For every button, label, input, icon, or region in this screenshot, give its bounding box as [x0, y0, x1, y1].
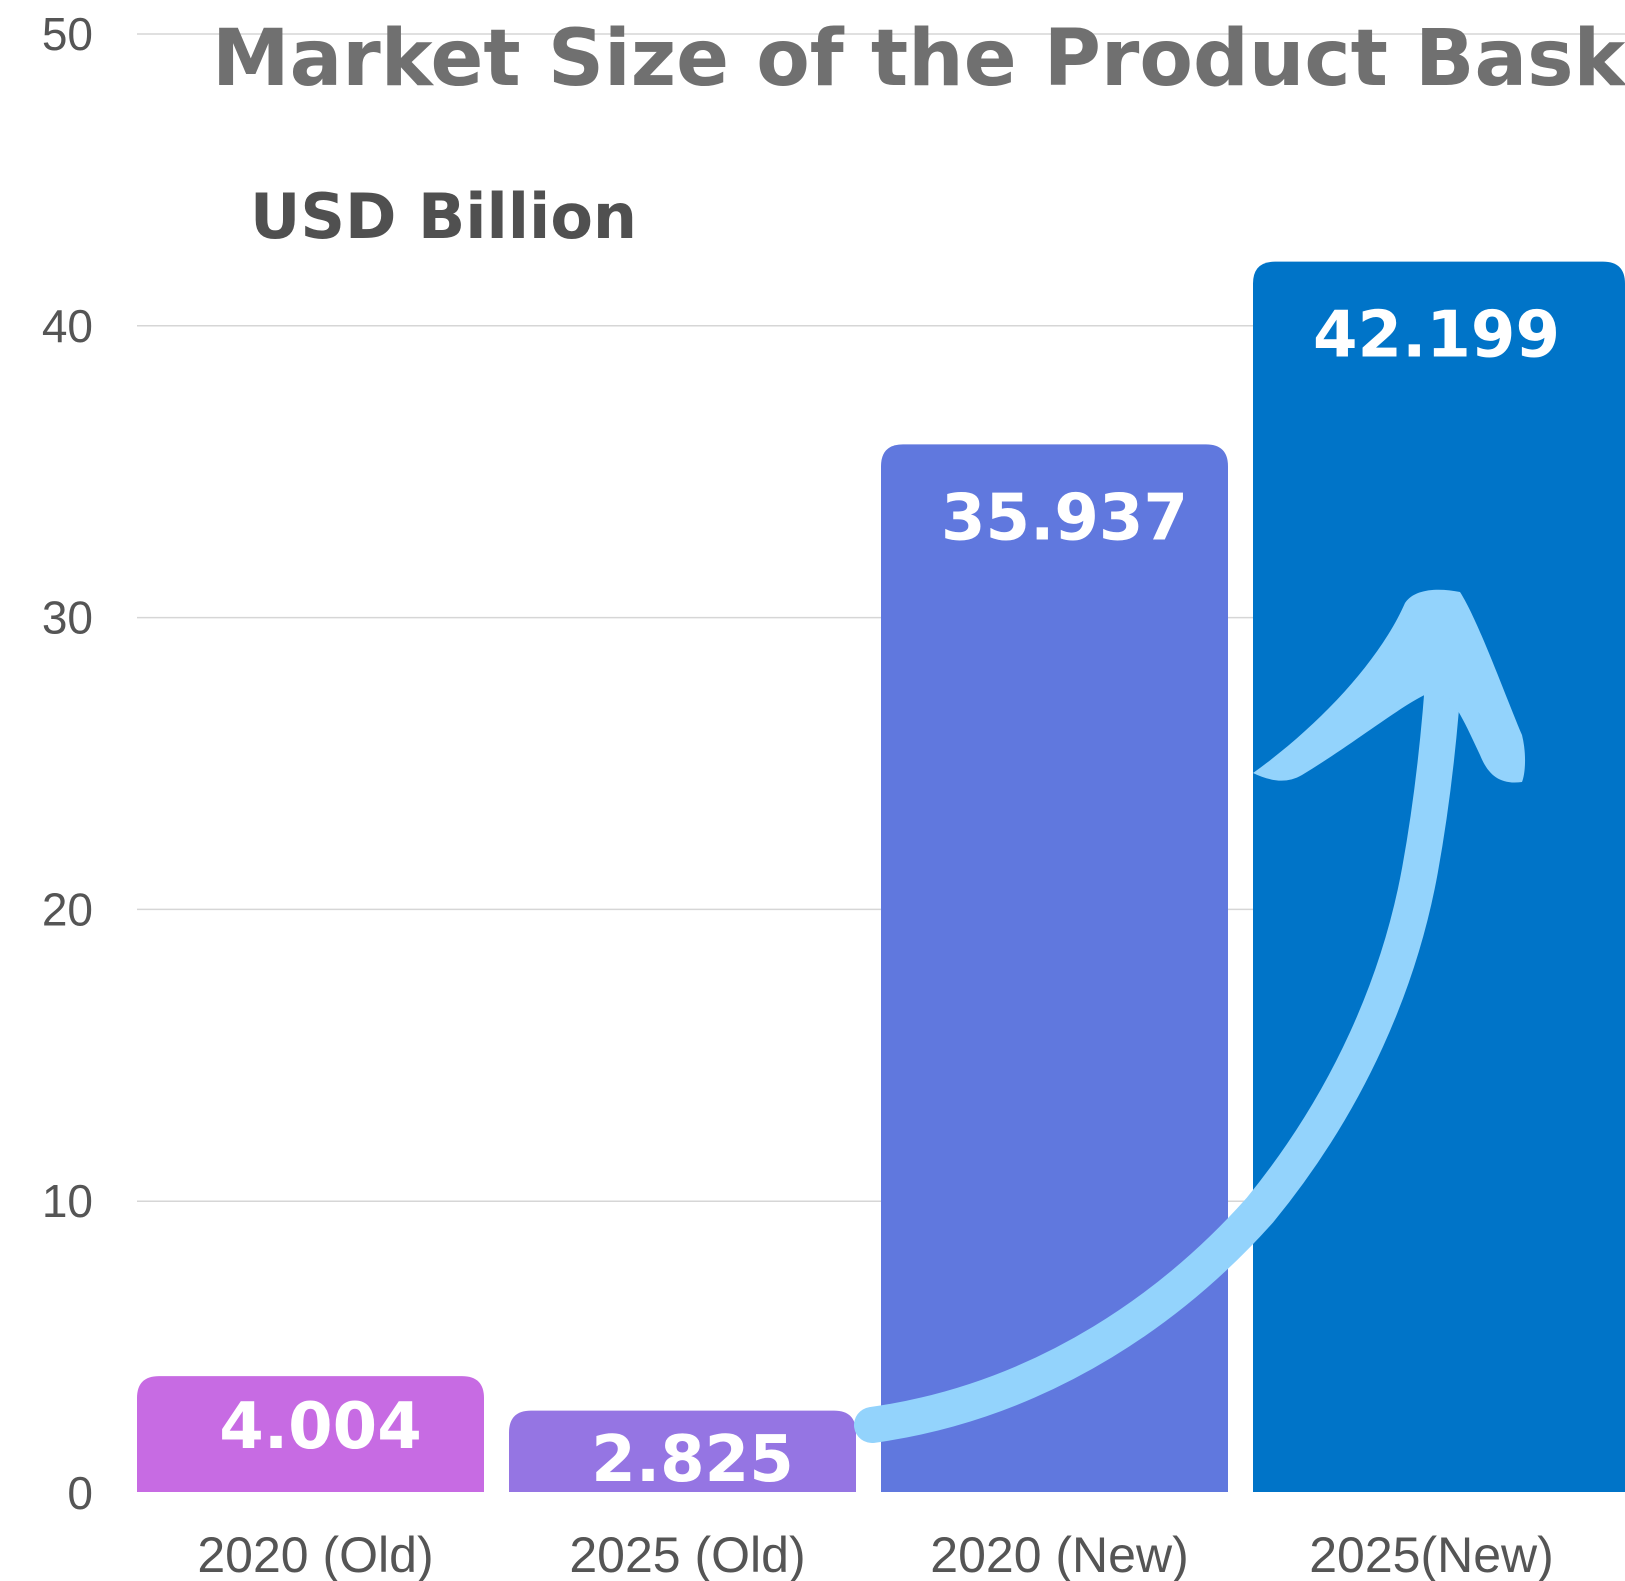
arrow-head	[1253, 589, 1526, 783]
data-label: 2.825	[591, 1423, 793, 1497]
x-tick-label: 2025(New)	[1309, 1527, 1554, 1581]
bars	[137, 261, 1625, 1494]
y-tick-label: 50	[42, 8, 93, 60]
y-tick-label: 40	[42, 300, 93, 352]
x-tick-label: 2025 (Old)	[569, 1527, 805, 1581]
y-axis-ticks: 0 10 20 30 40 50	[42, 8, 93, 1519]
y-tick-label: 20	[42, 883, 93, 935]
y-tick-label: 0	[67, 1467, 93, 1519]
data-label: 35.937	[941, 481, 1188, 555]
bar	[1253, 261, 1625, 1493]
x-axis-labels: 2020 (Old) 2025 (Old) 2020 (New) 2025(New)	[197, 1527, 1553, 1581]
x-tick-label: 2020 (Old)	[197, 1527, 433, 1581]
bar	[509, 1410, 856, 1493]
y-tick-label: 10	[42, 1175, 93, 1227]
arrow-shaft	[854, 636, 1463, 1443]
unit-label: USD Billion	[250, 180, 637, 253]
value-labels: 4.004 2.825 35.937 42.199	[219, 299, 1560, 1497]
growth-arrow	[854, 589, 1526, 1443]
data-label: 42.199	[1313, 299, 1560, 373]
chart-title: Market Size of the Product Bask	[212, 14, 1625, 104]
data-label: 4.004	[219, 1390, 421, 1464]
x-tick-label: 2020 (New)	[930, 1527, 1188, 1581]
bar	[137, 1376, 484, 1493]
y-tick-label: 30	[42, 592, 93, 644]
bar	[881, 444, 1228, 1493]
